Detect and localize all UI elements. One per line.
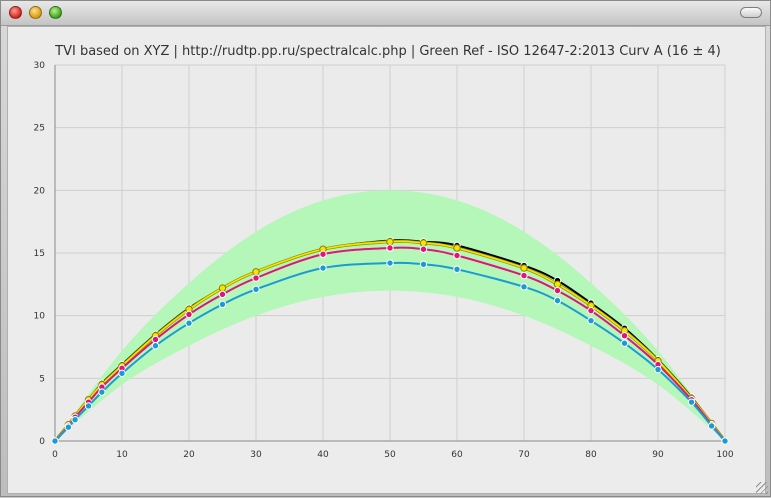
data-point: [218, 290, 227, 299]
data-point: [118, 369, 126, 378]
data-point: [71, 415, 79, 424]
data-point: [587, 306, 595, 315]
zoom-button[interactable]: [49, 6, 62, 19]
data-point: [620, 332, 629, 340]
data-point: [84, 402, 93, 410]
x-tick-label: 20: [183, 450, 195, 460]
x-tick-label: 80: [585, 450, 597, 460]
data-point: [64, 423, 73, 431]
x-tick-label: 30: [250, 450, 262, 460]
data-point: [419, 260, 428, 268]
data-point: [721, 437, 729, 445]
data-point: [185, 319, 193, 327]
y-tick-label: 25: [34, 124, 45, 134]
y-tick-label: 0: [39, 437, 45, 447]
title-bar[interactable]: [1, 1, 770, 26]
data-point: [51, 437, 59, 445]
data-point: [151, 342, 160, 350]
data-point: [98, 388, 106, 396]
x-tick-label: 50: [384, 450, 396, 460]
data-point: [252, 285, 260, 294]
series-line: [54, 261, 726, 442]
data-point: [218, 300, 227, 309]
data-point: [419, 245, 428, 253]
data-point: [553, 296, 562, 305]
data-point: [707, 422, 716, 430]
series-line: [54, 240, 726, 442]
data-point: [453, 244, 461, 252]
y-tick-label: 10: [34, 312, 46, 322]
y-tick-label: 20: [34, 186, 46, 196]
data-point: [687, 398, 696, 406]
x-tick-label: 70: [518, 450, 530, 460]
data-point: [218, 284, 227, 292]
x-tick-label: 60: [451, 450, 463, 460]
y-tick-label: 5: [39, 374, 45, 384]
x-tick-label: 40: [317, 450, 329, 460]
data-point: [185, 310, 193, 319]
x-tick-label: 90: [652, 450, 664, 460]
data-point: [319, 264, 327, 272]
data-point: [520, 283, 528, 291]
y-tick-label: 30: [34, 61, 46, 71]
data-point: [620, 339, 629, 347]
resize-grip[interactable]: [756, 482, 768, 494]
x-tick-label: 10: [116, 450, 128, 460]
data-point: [151, 335, 160, 344]
data-point: [587, 316, 595, 325]
data-point: [553, 280, 562, 289]
data-point: [453, 265, 461, 273]
data-point: [419, 239, 428, 247]
x-tick-label: 100: [716, 450, 733, 460]
chart-title: TVI based on XYZ | http://rudtp.pp.ru/sp…: [54, 44, 721, 59]
close-button[interactable]: [9, 6, 22, 19]
data-point: [386, 244, 394, 252]
data-point: [453, 251, 461, 260]
data-point: [319, 250, 327, 258]
x-tick-label: 0: [52, 450, 58, 460]
data-point: [553, 286, 562, 295]
toolbar-toggle-button[interactable]: [740, 7, 762, 18]
data-point: [654, 365, 662, 374]
data-point: [386, 259, 394, 267]
y-tick-label: 15: [34, 249, 45, 259]
series-line: [54, 246, 726, 442]
data-point: [252, 268, 260, 276]
data-point: [252, 274, 260, 282]
data-point: [386, 238, 394, 246]
data-point: [520, 271, 528, 280]
data-point: [520, 264, 528, 272]
minimize-button[interactable]: [29, 6, 42, 19]
